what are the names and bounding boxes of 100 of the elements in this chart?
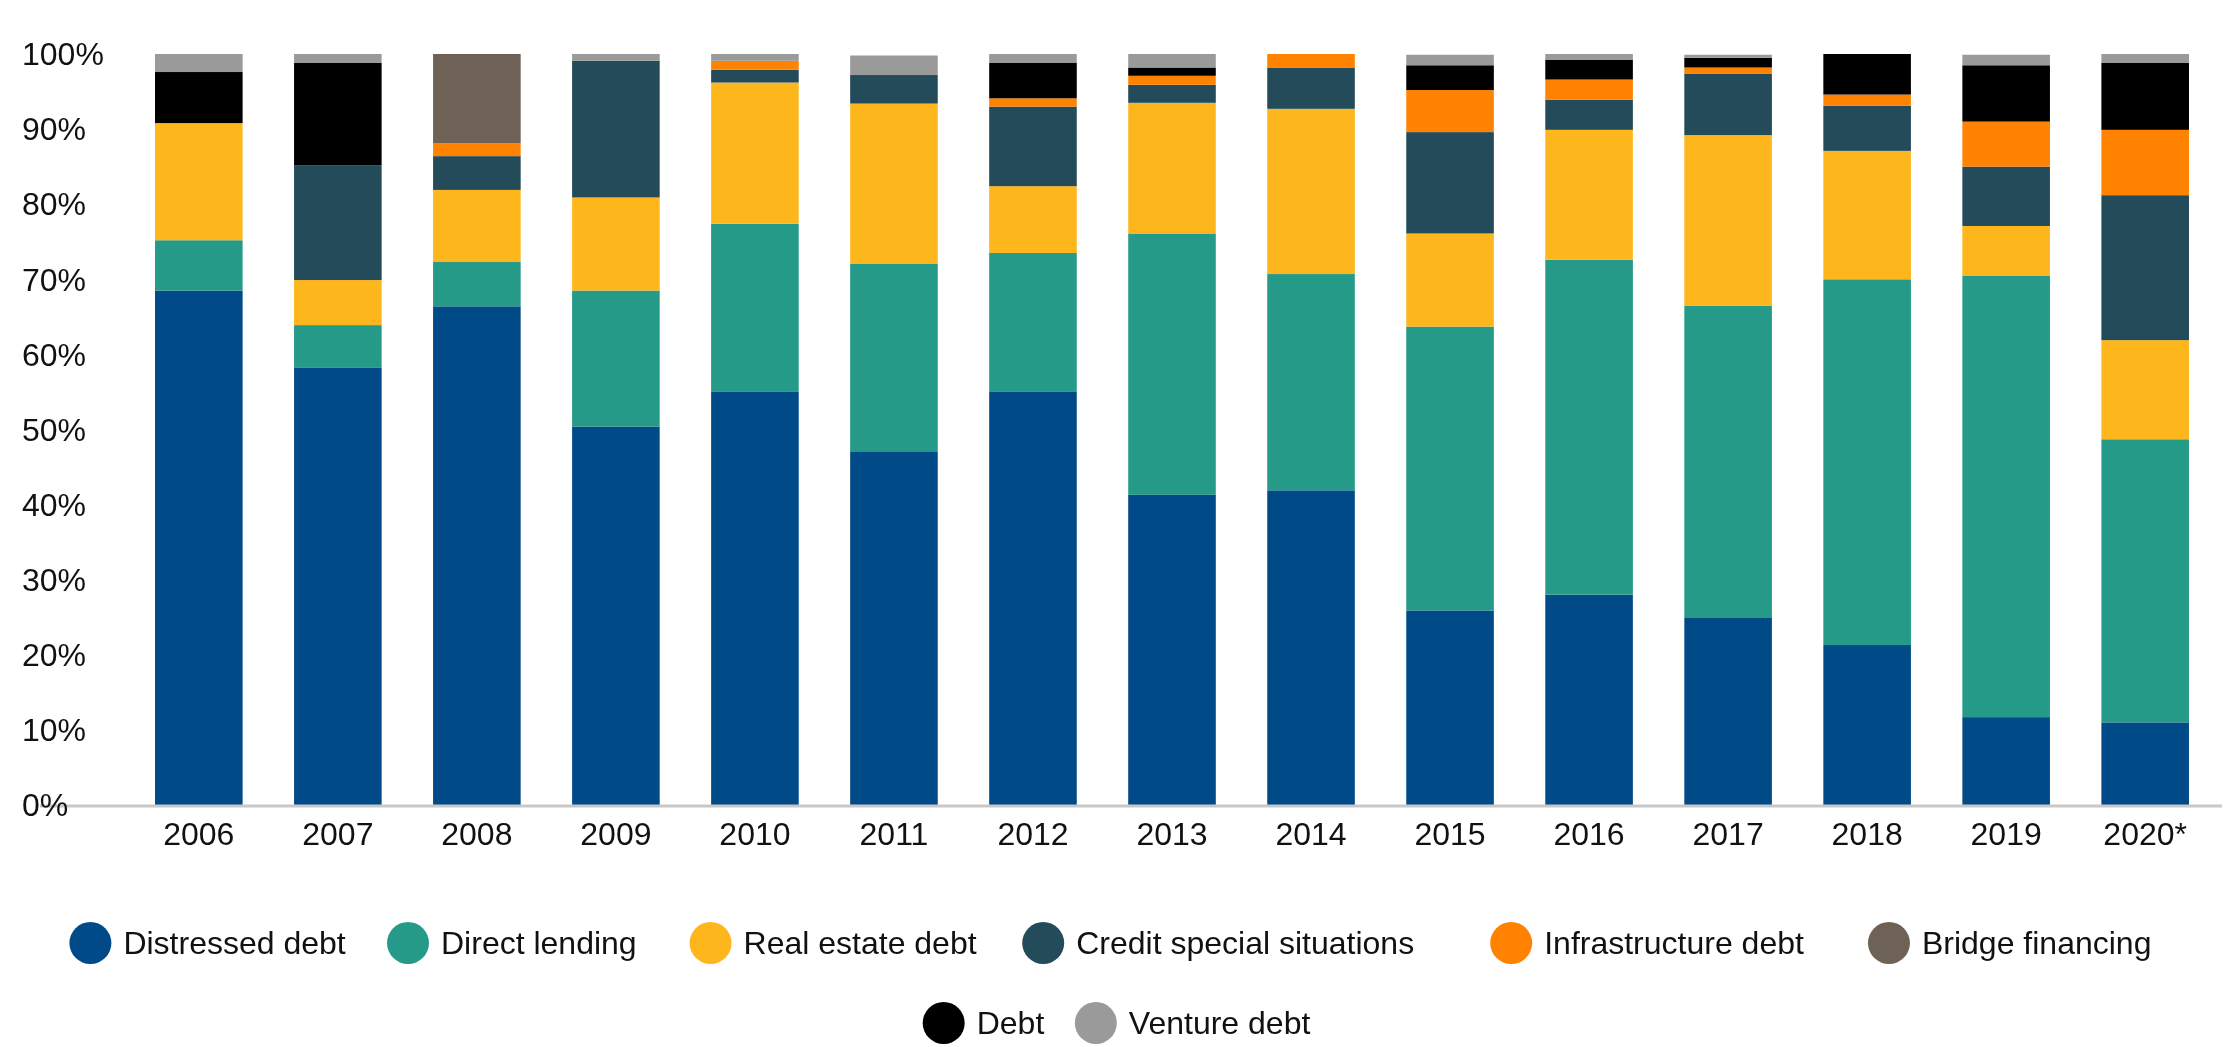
bar (294, 280, 382, 326)
bar (1406, 54, 1494, 66)
legend-label: Direct lending (441, 925, 637, 962)
x-tick-label: 2017 (1692, 816, 1764, 852)
bar (433, 54, 521, 144)
x-tick-label: 2007 (302, 816, 374, 852)
x-tick-label: 2019 (1970, 816, 2042, 852)
bar (711, 82, 799, 224)
x-tick-label: 2018 (1831, 816, 1903, 852)
bar (989, 391, 1077, 805)
bar (1684, 57, 1772, 68)
bar (1823, 105, 1911, 151)
bar (850, 451, 938, 805)
bar (294, 63, 382, 166)
bar (1962, 121, 2050, 167)
bar (2101, 439, 2189, 723)
bar (1545, 259, 1633, 595)
y-tick-label: 80% (22, 186, 87, 223)
y-tick-label: 70% (22, 261, 87, 298)
y-tick-label: 30% (22, 561, 87, 598)
x-tick-label: 2012 (997, 816, 1069, 852)
bar (1406, 233, 1494, 327)
bar (711, 391, 799, 805)
bar (2101, 340, 2189, 440)
x-tick-label: 2006 (163, 816, 235, 852)
bar (711, 54, 799, 61)
bar (572, 290, 660, 427)
bar (155, 123, 243, 241)
bar (2101, 54, 2189, 64)
bar (1267, 67, 1355, 109)
bar (1545, 54, 1633, 61)
bar (1545, 129, 1633, 260)
legend-label: Bridge financing (1921, 925, 2152, 962)
bar (1128, 54, 1216, 68)
x-tick-label: 2020* (2103, 816, 2187, 852)
y-tick-label: 10% (22, 712, 87, 749)
bar (433, 189, 521, 263)
x-tick-label: 2013 (1136, 816, 1208, 852)
bar (1128, 233, 1216, 495)
y-tick-label: 0% (22, 787, 69, 824)
bar (850, 75, 938, 104)
bar (155, 240, 243, 291)
bar (711, 69, 799, 83)
bar (294, 165, 382, 281)
bar (1823, 645, 1911, 805)
bar (989, 54, 1077, 64)
bar (155, 72, 243, 124)
bar (1545, 99, 1633, 130)
x-tick-label: 2011 (859, 816, 929, 852)
bar (1684, 135, 1772, 306)
bar (1406, 610, 1494, 805)
bar (1406, 132, 1494, 234)
y-tick-label: 40% (22, 486, 87, 523)
bar (1406, 65, 1494, 91)
legend-label: Credit special situations (1076, 925, 1415, 962)
bar (572, 60, 660, 198)
bar (1128, 84, 1216, 103)
bar (294, 367, 382, 805)
bar (1267, 490, 1355, 805)
bar (1962, 275, 2050, 718)
bar (1545, 594, 1633, 805)
legend-label: Venture debt (1128, 1005, 1311, 1042)
legend-label: Distressed debt (123, 925, 346, 962)
y-tick-label: 100% (22, 36, 104, 73)
bar (1823, 54, 1911, 95)
x-tick-label: 2015 (1414, 816, 1486, 852)
y-tick-label: 50% (22, 411, 87, 448)
bar (2101, 129, 2189, 196)
bar (433, 156, 521, 190)
bar (572, 197, 660, 291)
bar (711, 223, 799, 392)
bar (1406, 90, 1494, 133)
bar (572, 426, 660, 805)
legend-label: Debt (976, 1005, 1045, 1042)
bar (1545, 79, 1633, 100)
x-tick-label: 2008 (441, 816, 513, 852)
bar (1962, 225, 2050, 276)
bar (1823, 150, 1911, 280)
bar (1684, 67, 1772, 74)
bar (433, 143, 521, 157)
bar (1406, 326, 1494, 611)
bar (1128, 494, 1216, 805)
bar (1267, 108, 1355, 275)
bar (1684, 618, 1772, 805)
bar (294, 54, 382, 64)
bar (2101, 722, 2189, 805)
bar (1128, 102, 1216, 234)
bar (1962, 65, 2050, 122)
bar (850, 55, 938, 76)
y-tick-label: 20% (22, 637, 87, 673)
bar (155, 290, 243, 805)
bar (989, 98, 1077, 107)
x-tick-label: 2016 (1553, 816, 1625, 852)
y-tick-label: 60% (22, 336, 87, 373)
x-tick-label: 2009 (580, 816, 652, 852)
bar (711, 60, 799, 70)
x-tick-label: 2014 (1275, 816, 1347, 852)
bar (1545, 60, 1633, 80)
bar (1128, 75, 1216, 85)
bar (989, 106, 1077, 187)
